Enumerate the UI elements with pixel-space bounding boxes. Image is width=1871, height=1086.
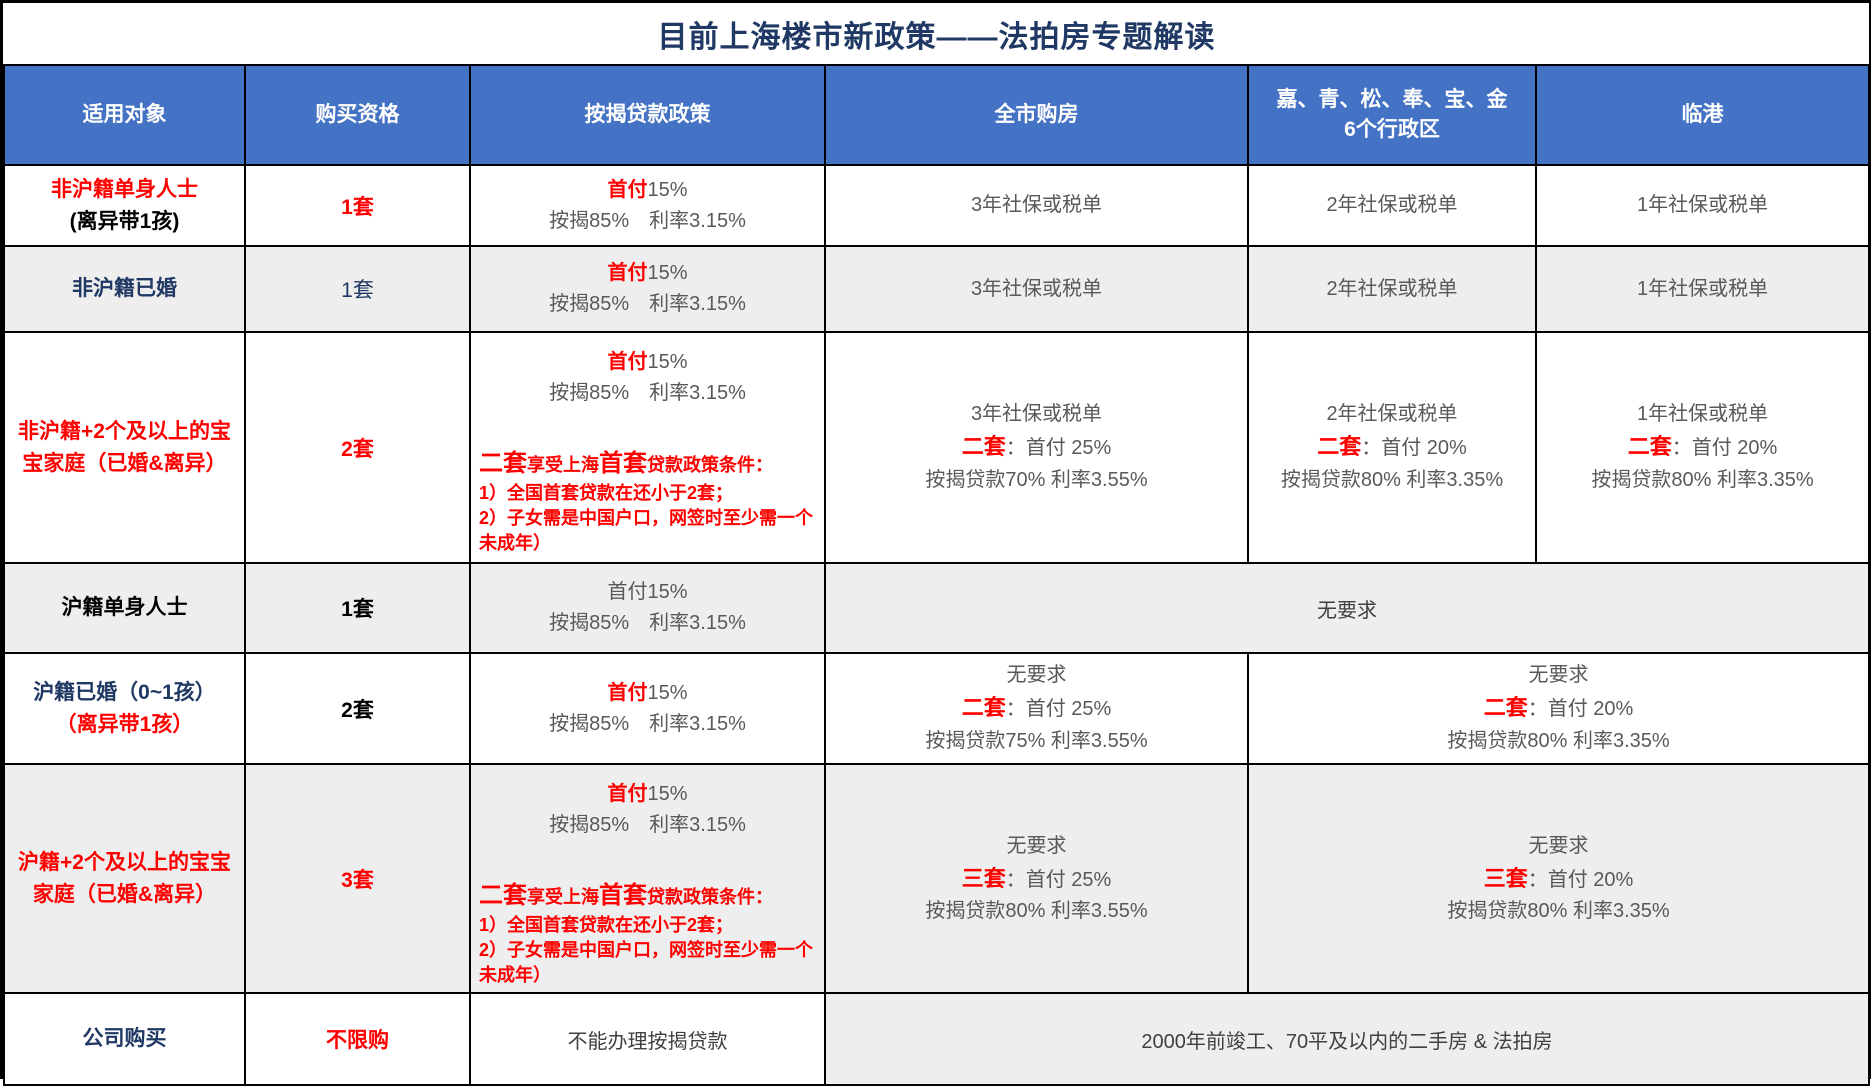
cell-r3-applicable: 非沪籍+2个及以上的宝宝家庭（已婚&离异） — [3, 331, 246, 564]
header-qualification: 购买资格 — [244, 64, 471, 166]
header-applicable: 适用对象 — [3, 64, 246, 166]
cell-r6-quota: 3套 — [244, 762, 471, 995]
cell-r1-citywide: 3年社保或税单 — [824, 164, 1249, 247]
down-payment-label: 首付 — [607, 681, 648, 704]
cell-r3-six-districts: 2年社保或税单 二套：首付 20% 按揭贷款80% 利率3.35% — [1247, 331, 1537, 564]
table-row: 非沪籍已婚 1套 首付15% 按揭85% 利率3.15% 3年社保或税单 2年社… — [3, 245, 1871, 333]
cell-r1-applicable: 非沪籍单身人士 (离异带1孩) — [3, 164, 246, 247]
cell-r2-six-districts: 2年社保或税单 — [1247, 245, 1537, 333]
cell-r4-quota: 1套 — [244, 562, 471, 654]
tier-label: 二套 — [961, 434, 1006, 460]
header-six-districts-line2: 6个行政区 — [1344, 118, 1440, 141]
cell-r6-districts-merged: 无要求 三套：首付 20% 按揭贷款80% 利率3.35% — [1246, 762, 1871, 995]
cell-r5-districts-merged: 无要求 二套：首付 20% 按揭贷款80% 利率3.35% — [1246, 652, 1871, 765]
table-row: 沪籍已婚（0~1孩） （离异带1孩） 2套 首付15% 按揭85% 利率3.15… — [3, 652, 1871, 765]
policy-table: 目前上海楼市新政策——法拍房专题解读 适用对象 购买资格 按揭贷款政策 全市购房… — [3, 3, 1871, 1086]
cell-r2-quota: 1套 — [244, 245, 471, 333]
cell-r7-applicable: 公司购买 — [3, 992, 246, 1086]
down-payment-label: 首付 — [607, 351, 648, 373]
cell-r2-loan: 首付15% 按揭85% 利率3.15% — [469, 245, 826, 333]
tier-label: 二套 — [1317, 434, 1362, 460]
tier-label: 二套 — [1483, 695, 1528, 721]
cell-r3-quota: 2套 — [244, 331, 471, 564]
page-title: 目前上海楼市新政策——法拍房专题解读 — [4, 3, 1870, 66]
down-payment-label: 首付 — [607, 262, 648, 284]
second-home-condition-note: 二套享受上海首套贷款政策条件： 1）全国首套贷款在还小于2套； 2）子女需是中国… — [479, 882, 814, 985]
cell-r5-applicable: 沪籍已婚（0~1孩） （离异带1孩） — [3, 652, 246, 765]
cell-r6-loan: 首付15% 按揭85% 利率3.15% 二套享受上海首套贷款政策条件： 1）全国… — [469, 762, 826, 995]
cell-r7-loan: 不能办理按揭贷款 — [469, 992, 826, 1086]
down-payment-label: 首付 — [607, 178, 648, 201]
table-row: 非沪籍单身人士 (离异带1孩) 1套 首付15% 按揭85% 利率3.15% 3… — [3, 164, 1871, 247]
table-row: 沪籍单身人士 1套 首付15% 按揭85% 利率3.15% 无要求 — [3, 562, 1871, 654]
cell-r4-applicable: 沪籍单身人士 — [3, 562, 246, 654]
tier-label: 二套 — [961, 695, 1006, 721]
cell-r3-lingang: 1年社保或税单 二套：首付 20% 按揭贷款80% 利率3.35% — [1534, 331, 1871, 564]
header-citywide: 全市购房 — [824, 64, 1249, 166]
table-row: 沪籍+2个及以上的宝宝家庭（已婚&离异） 3套 首付15% 按揭85% 利率3.… — [3, 762, 1871, 995]
tier-label: 三套 — [1483, 865, 1528, 891]
cell-r3-citywide: 3年社保或税单 二套：首付 25% 按揭贷款70% 利率3.55% — [824, 331, 1249, 564]
header-six-districts-line1: 嘉、青、松、奉、宝、金 — [1276, 87, 1508, 111]
cell-r5-quota: 2套 — [244, 652, 471, 765]
table-row: 非沪籍+2个及以上的宝宝家庭（已婚&离异） 2套 首付15% 按揭85% 利率3… — [3, 331, 1871, 564]
down-payment-label: 首付 — [607, 783, 648, 805]
cell-r1-loan: 首付15% 按揭85% 利率3.15% — [469, 164, 826, 247]
header-six-districts: 嘉、青、松、奉、宝、金 6个行政区 — [1247, 64, 1537, 166]
header-mortgage-policy: 按揭贷款政策 — [469, 64, 826, 166]
tier-label: 二套 — [1627, 434, 1672, 460]
cell-r6-citywide: 无要求 三套：首付 25% 按揭贷款80% 利率3.55% — [824, 762, 1249, 995]
cell-r2-lingang: 1年社保或税单 — [1534, 245, 1871, 333]
header-row: 适用对象 购买资格 按揭贷款政策 全市购房 嘉、青、松、奉、宝、金 6个行政区 … — [3, 64, 1871, 166]
r1-who-line2: (离异带1孩) — [69, 209, 180, 233]
cell-r3-loan: 首付15% 按揭85% 利率3.15% 二套享受上海首套贷款政策条件： 1）全国… — [469, 331, 826, 564]
cell-r7-scope-merged: 2000年前竣工、70平及以内的二手房 & 法拍房 — [823, 992, 1871, 1086]
r1-who-line1: 非沪籍单身人士 — [51, 178, 198, 201]
tier-label: 三套 — [961, 865, 1006, 891]
cell-r2-citywide: 3年社保或税单 — [824, 245, 1249, 333]
cell-r4-loan: 首付15% 按揭85% 利率3.15% — [469, 562, 826, 654]
title-row: 目前上海楼市新政策——法拍房专题解读 — [4, 3, 1870, 66]
cell-r6-applicable: 沪籍+2个及以上的宝宝家庭（已婚&离异） — [3, 762, 246, 995]
cell-r5-loan: 首付15% 按揭85% 利率3.15% — [469, 652, 826, 765]
cell-r4-no-requirement: 无要求 — [823, 562, 1871, 654]
cell-r1-six-districts: 2年社保或税单 — [1247, 164, 1537, 247]
cell-r7-quota: 不限购 — [244, 992, 471, 1086]
cell-r1-quota: 1套 — [244, 164, 471, 247]
second-home-condition-note: 二套享受上海首套贷款政策条件： 1）全国首套贷款在还小于2套； 2）子女需是中国… — [479, 450, 814, 553]
cell-r5-citywide: 无要求 二套：首付 25% 按揭贷款75% 利率3.55% — [824, 652, 1249, 765]
cell-r2-applicable: 非沪籍已婚 — [3, 245, 246, 333]
table-row: 公司购买 不限购 不能办理按揭贷款 2000年前竣工、70平及以内的二手房 & … — [3, 992, 1871, 1086]
header-lingang: 临港 — [1534, 64, 1871, 166]
cell-r1-lingang: 1年社保或税单 — [1534, 164, 1871, 247]
